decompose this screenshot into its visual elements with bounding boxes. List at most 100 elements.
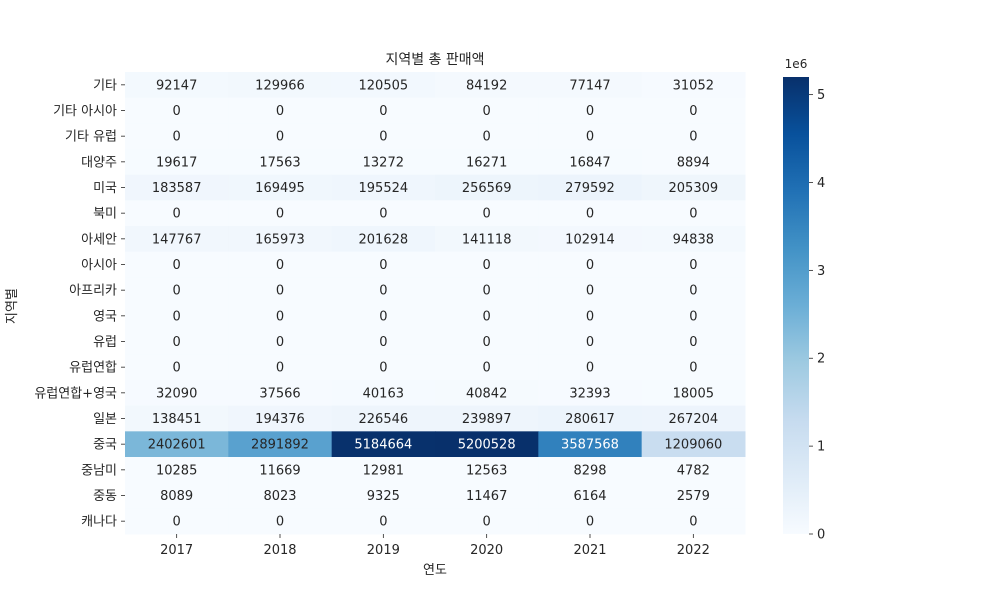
heatmap-cell <box>538 97 643 124</box>
heatmap-cell <box>641 508 746 535</box>
cell-value-label: 205309 <box>669 181 719 196</box>
heatmap-cell <box>125 277 229 304</box>
heatmap-cell <box>538 431 643 458</box>
cell-value-label: 183587 <box>152 181 202 196</box>
cell-value-label: 0 <box>276 284 284 299</box>
heatmap-cell <box>125 123 229 150</box>
y-tick-label: 유럽연합+영국 <box>34 386 117 401</box>
cell-value-label: 0 <box>276 130 284 145</box>
heatmap-cell <box>641 457 746 484</box>
heatmap-cell <box>125 200 229 227</box>
heatmap-cell <box>435 405 539 432</box>
y-tick-label: 북미 <box>93 207 117 222</box>
y-tick-label: 아프리카 <box>69 284 117 299</box>
heatmap-cell <box>538 508 643 535</box>
heatmap-cell <box>538 123 643 150</box>
x-tick-label: 2021 <box>573 543 606 558</box>
x-tick-label: 2019 <box>367 543 400 558</box>
heatmap-cell <box>331 123 436 150</box>
cell-value-label: 8023 <box>263 489 296 504</box>
heatmap-cell <box>538 251 643 278</box>
heatmap-cell <box>125 97 229 124</box>
heatmap-cell <box>435 72 539 99</box>
cell-value-label: 0 <box>173 361 181 376</box>
heatmap-cell <box>228 200 333 227</box>
colorbar-ticks: 0 1 2 3 4 5 <box>809 88 825 543</box>
cell-value-label: 0 <box>173 130 181 145</box>
heatmap-cell <box>538 303 643 330</box>
cells-layer: 92147 129966 120505 84192 77147 31052 0 0 0 0 0 0 0 0… <box>125 72 746 535</box>
cell-value-label: 2402601 <box>148 438 206 453</box>
cell-value-label: 0 <box>689 284 697 299</box>
cell-value-label: 0 <box>483 335 491 350</box>
cell-value-label: 0 <box>173 284 181 299</box>
cell-value-label: 280617 <box>565 412 615 427</box>
heatmap-cell <box>435 97 539 124</box>
heatmap-cell <box>538 226 643 253</box>
cell-value-label: 11467 <box>466 489 507 504</box>
cell-value-label: 165973 <box>255 232 305 247</box>
heatmap-cell <box>331 174 436 201</box>
heatmap-cell <box>228 328 333 355</box>
cell-value-label: 0 <box>276 104 284 119</box>
cell-value-label: 40163 <box>363 386 404 401</box>
heatmap-cell <box>435 251 539 278</box>
cell-value-label: 0 <box>173 335 181 350</box>
cell-value-label: 256569 <box>462 181 512 196</box>
cell-value-label: 147767 <box>152 232 202 247</box>
heatmap-cell <box>538 380 643 407</box>
heatmap-cell <box>538 328 643 355</box>
heatmap-cell <box>435 200 539 227</box>
cell-value-label: 0 <box>483 130 491 145</box>
heatmap-cell <box>331 457 436 484</box>
heatmap-cell <box>125 226 229 253</box>
cell-value-label: 18005 <box>673 386 714 401</box>
heatmap-cell <box>228 508 333 535</box>
cell-value-label: 0 <box>586 309 594 324</box>
heatmap-cell <box>331 405 436 432</box>
cell-value-label: 0 <box>276 515 284 530</box>
cell-value-label: 5200528 <box>458 438 516 453</box>
cell-value-label: 201628 <box>359 232 409 247</box>
cell-value-label: 0 <box>276 309 284 324</box>
heatmap-cell <box>331 380 436 407</box>
cell-value-label: 0 <box>586 284 594 299</box>
heatmap-cell <box>435 328 539 355</box>
y-tick-label: 중동 <box>93 489 117 504</box>
cell-value-label: 5184664 <box>354 438 412 453</box>
heatmap-cell <box>641 277 746 304</box>
cell-value-label: 120505 <box>359 78 409 93</box>
cell-value-label: 0 <box>586 207 594 222</box>
y-tick-label: 중남미 <box>81 463 117 478</box>
cell-value-label: 11669 <box>259 463 300 478</box>
heatmap-cell <box>331 354 436 381</box>
cell-value-label: 0 <box>483 284 491 299</box>
heatmap-cell <box>228 380 333 407</box>
y-tick-label: 기타 유럽 <box>65 130 117 145</box>
cell-value-label: 129966 <box>255 78 305 93</box>
heatmap-cell <box>228 431 333 458</box>
heatmap-cell <box>641 380 746 407</box>
heatmap-cell <box>435 303 539 330</box>
cell-value-label: 1209060 <box>664 438 722 453</box>
cell-value-label: 31052 <box>673 78 714 93</box>
heatmap-cell <box>331 328 436 355</box>
cell-value-label: 239897 <box>462 412 512 427</box>
heatmap-cell <box>435 380 539 407</box>
cell-value-label: 40842 <box>466 386 507 401</box>
colorbar-tick-label: 0 <box>817 528 825 543</box>
cell-value-label: 0 <box>586 130 594 145</box>
colorbar-tick-label: 1 <box>817 440 825 455</box>
heatmap-cell <box>641 303 746 330</box>
y-tick-label: 일본 <box>93 412 117 427</box>
heatmap-cell <box>331 303 436 330</box>
cell-value-label: 32090 <box>156 386 197 401</box>
heatmap-cell <box>331 431 436 458</box>
cell-value-label: 8298 <box>573 463 606 478</box>
heatmap-cell <box>125 354 229 381</box>
heatmap-cell <box>125 508 229 535</box>
heatmap-cell <box>125 457 229 484</box>
cell-value-label: 12981 <box>363 463 404 478</box>
y-tick-label: 미국 <box>93 181 117 196</box>
cell-value-label: 0 <box>689 515 697 530</box>
